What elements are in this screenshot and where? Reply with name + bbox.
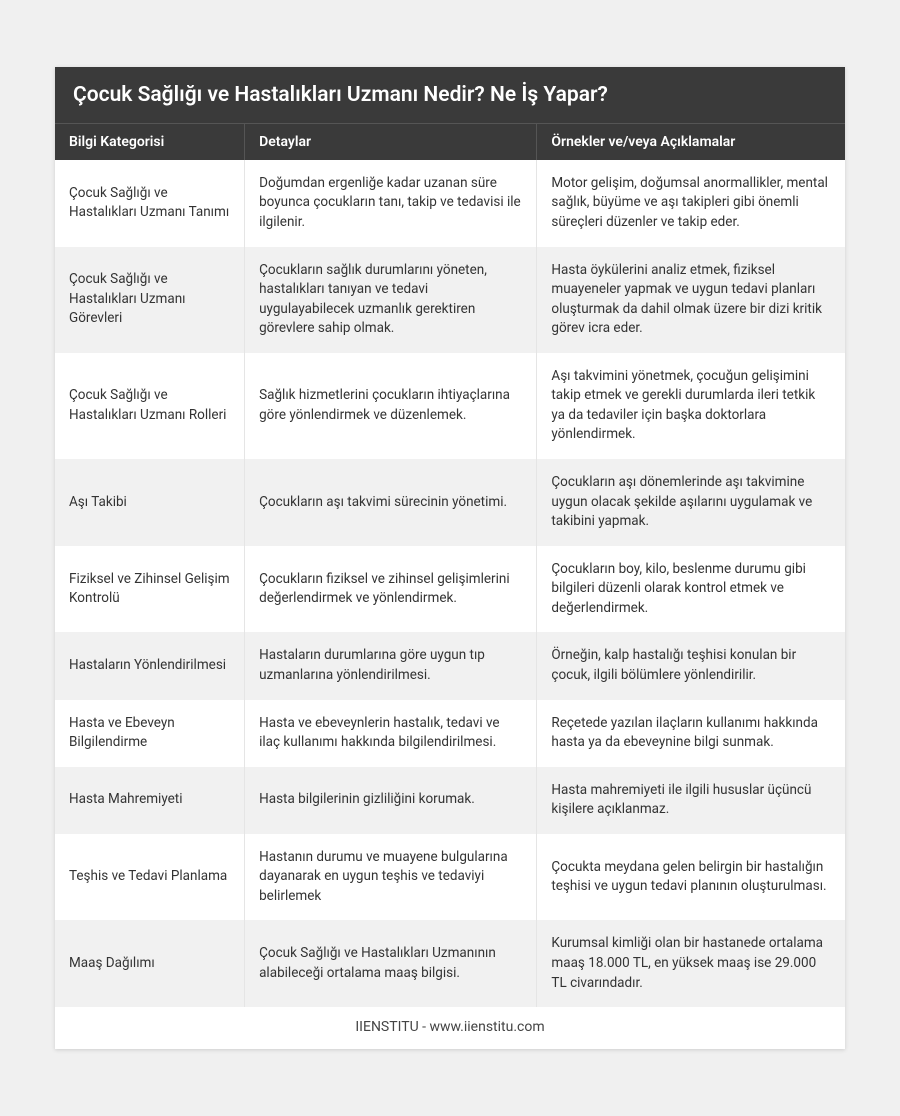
cell-examples: Kurumsal kimliği olan bir hastanede orta…	[537, 920, 845, 1007]
cell-category: Çocuk Sağlığı ve Hastalıkları Uzmanı Tan…	[55, 160, 245, 247]
column-header-details: Detaylar	[245, 124, 537, 160]
cell-examples: Motor gelişim, doğumsal anormallikler, m…	[537, 160, 845, 247]
table-row: Çocuk Sağlığı ve Hastalıkları Uzmanı Gör…	[55, 247, 845, 353]
cell-examples: Hasta öykülerini analiz etmek, fiziksel …	[537, 247, 845, 353]
cell-category: Fiziksel ve Zihinsel Gelişim Kontrolü	[55, 546, 245, 633]
table-row: Çocuk Sağlığı ve Hastalıkları Uzmanı Rol…	[55, 353, 845, 459]
table-row: Hastaların Yönlendirilmesi Hastaların du…	[55, 632, 845, 699]
table-row: Çocuk Sağlığı ve Hastalıkları Uzmanı Tan…	[55, 160, 845, 247]
table-row: Aşı Takibi Çocukların aşı takvimi süreci…	[55, 459, 845, 546]
cell-details: Hasta bilgilerinin gizliliğini korumak.	[245, 767, 537, 834]
cell-category: Hasta Mahremiyeti	[55, 767, 245, 834]
info-table: Bilgi Kategorisi Detaylar Örnekler ve/ve…	[55, 124, 845, 1007]
table-row: Maaş Dağılımı Çocuk Sağlığı ve Hastalıkl…	[55, 920, 845, 1007]
cell-category: Hasta ve Ebeveyn Bilgilendirme	[55, 700, 245, 767]
table-body: Çocuk Sağlığı ve Hastalıkları Uzmanı Tan…	[55, 160, 845, 1007]
cell-examples: Çocukların aşı dönemlerinde aşı takvimin…	[537, 459, 845, 546]
cell-details: Çocuk Sağlığı ve Hastalıkları Uzmanının …	[245, 920, 537, 1007]
cell-category: Aşı Takibi	[55, 459, 245, 546]
footer-text: IIENSTITU - www.iienstitu.com	[55, 1007, 845, 1049]
cell-examples: Hasta mahremiyeti ile ilgili hususlar üç…	[537, 767, 845, 834]
cell-details: Sağlık hizmetlerini çocukların ihtiyaçla…	[245, 353, 537, 459]
cell-category: Çocuk Sağlığı ve Hastalıkları Uzmanı Gör…	[55, 247, 245, 353]
cell-category: Hastaların Yönlendirilmesi	[55, 632, 245, 699]
cell-details: Çocukların sağlık durumlarını yöneten, h…	[245, 247, 537, 353]
cell-examples: Çocukta meydana gelen belirgin bir hasta…	[537, 834, 845, 921]
cell-details: Hastanın durumu ve muayene bulgularına d…	[245, 834, 537, 921]
cell-examples: Çocukların boy, kilo, beslenme durumu gi…	[537, 546, 845, 633]
cell-category: Teşhis ve Tedavi Planlama	[55, 834, 245, 921]
table-row: Teşhis ve Tedavi Planlama Hastanın durum…	[55, 834, 845, 921]
cell-category: Çocuk Sağlığı ve Hastalıkları Uzmanı Rol…	[55, 353, 245, 459]
column-header-category: Bilgi Kategorisi	[55, 124, 245, 160]
cell-details: Doğumdan ergenliğe kadar uzanan süre boy…	[245, 160, 537, 247]
table-header-row: Bilgi Kategorisi Detaylar Örnekler ve/ve…	[55, 124, 845, 160]
cell-details: Çocukların aşı takvimi sürecinin yönetim…	[245, 459, 537, 546]
cell-details: Hasta ve ebeveynlerin hastalık, tedavi v…	[245, 700, 537, 767]
table-row: Hasta ve Ebeveyn Bilgilendirme Hasta ve …	[55, 700, 845, 767]
cell-category: Maaş Dağılımı	[55, 920, 245, 1007]
table-row: Hasta Mahremiyeti Hasta bilgilerinin giz…	[55, 767, 845, 834]
document-card: Çocuk Sağlığı ve Hastalıkları Uzmanı Ned…	[55, 67, 845, 1049]
page-title: Çocuk Sağlığı ve Hastalıkları Uzmanı Ned…	[55, 67, 845, 124]
column-header-examples: Örnekler ve/veya Açıklamalar	[537, 124, 845, 160]
table-row: Fiziksel ve Zihinsel Gelişim Kontrolü Ço…	[55, 546, 845, 633]
cell-details: Çocukların fiziksel ve zihinsel gelişiml…	[245, 546, 537, 633]
cell-examples: Örneğin, kalp hastalığı teşhisi konulan …	[537, 632, 845, 699]
cell-examples: Reçetede yazılan ilaçların kullanımı hak…	[537, 700, 845, 767]
cell-examples: Aşı takvimini yönetmek, çocuğun gelişimi…	[537, 353, 845, 459]
cell-details: Hastaların durumlarına göre uygun tıp uz…	[245, 632, 537, 699]
